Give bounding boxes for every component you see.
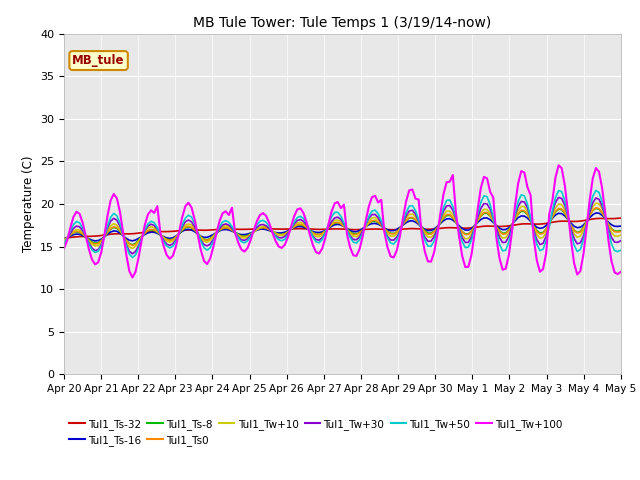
Tul1_Tw+30: [561, 203, 569, 208]
Tul1_Tw+100: [561, 182, 569, 188]
Tul1_Ts-8: [125, 240, 133, 246]
Tul1_Tw+100: [275, 243, 282, 249]
Tul1_Ts0: [558, 206, 566, 212]
Tul1_Ts-8: [60, 237, 68, 242]
Tul1_Tw+10: [70, 228, 77, 234]
Text: MB_tule: MB_tule: [72, 54, 125, 67]
Tul1_Ts-8: [179, 228, 186, 233]
Tul1_Ts-32: [70, 234, 77, 240]
Tul1_Ts-16: [92, 238, 99, 244]
Tul1_Tw+100: [125, 268, 133, 274]
Tul1_Tw+50: [70, 222, 77, 228]
Tul1_Tw+50: [605, 228, 612, 234]
Tul1_Tw+30: [70, 226, 77, 231]
Tul1_Ts-16: [592, 210, 600, 216]
Legend: Tul1_Ts-32, Tul1_Ts-16, Tul1_Ts-8, Tul1_Ts0, Tul1_Tw+10, Tul1_Tw+30, Tul1_Tw+50,: Tul1_Ts-32, Tul1_Ts-16, Tul1_Ts-8, Tul1_…: [69, 419, 563, 446]
Tul1_Tw+10: [275, 232, 282, 238]
Tul1_Tw+30: [555, 194, 563, 200]
Tul1_Tw+100: [179, 215, 186, 220]
Tul1_Ts-8: [129, 242, 136, 248]
Tul1_Ts-32: [60, 235, 68, 241]
Tul1_Ts0: [60, 237, 68, 242]
Tul1_Ts0: [125, 241, 133, 247]
Tul1_Ts-32: [598, 216, 606, 221]
Tul1_Tw+50: [617, 247, 625, 253]
Tul1_Tw+10: [617, 232, 625, 238]
Tul1_Tw+100: [617, 269, 625, 275]
Tul1_Tw+50: [60, 240, 68, 246]
Tul1_Tw+10: [129, 246, 136, 252]
Line: Tul1_Ts-16: Tul1_Ts-16: [64, 213, 621, 241]
Tul1_Ts-16: [275, 230, 282, 236]
Y-axis label: Temperature (C): Temperature (C): [22, 156, 35, 252]
Tul1_Tw+10: [125, 244, 133, 250]
Tul1_Ts-8: [70, 230, 77, 236]
Tul1_Ts-8: [617, 228, 625, 233]
Tul1_Tw+30: [275, 235, 282, 240]
Tul1_Tw+50: [558, 189, 566, 194]
Tul1_Tw+30: [617, 238, 625, 244]
Tul1_Ts0: [275, 232, 282, 238]
Tul1_Tw+50: [179, 222, 186, 228]
Tul1_Tw+100: [60, 246, 68, 252]
Tul1_Ts-32: [272, 226, 280, 232]
Tul1_Tw+30: [179, 224, 186, 230]
Line: Tul1_Tw+30: Tul1_Tw+30: [64, 197, 621, 254]
Tul1_Tw+100: [70, 215, 77, 220]
Tul1_Ts-16: [60, 236, 68, 241]
Tul1_Ts-16: [558, 211, 566, 216]
Tul1_Tw+100: [605, 237, 612, 243]
Tul1_Ts-8: [275, 231, 282, 237]
Tul1_Ts-32: [555, 218, 563, 224]
Tul1_Ts0: [179, 227, 186, 233]
Tul1_Tw+10: [60, 238, 68, 244]
Tul1_Ts0: [592, 205, 600, 211]
Tul1_Tw+50: [592, 188, 600, 193]
Line: Tul1_Ts-32: Tul1_Ts-32: [64, 218, 621, 238]
Tul1_Tw+30: [605, 225, 612, 231]
Tul1_Ts-16: [617, 223, 625, 229]
Tul1_Tw+50: [129, 255, 136, 261]
Tul1_Ts-8: [592, 205, 600, 211]
Tul1_Ts0: [129, 242, 136, 248]
Tul1_Tw+50: [125, 251, 133, 257]
Tul1_Tw+30: [60, 240, 68, 246]
Tul1_Ts0: [617, 228, 625, 234]
Tul1_Tw+10: [558, 202, 566, 207]
Line: Tul1_Tw+100: Tul1_Tw+100: [64, 165, 621, 277]
Tul1_Ts-16: [70, 232, 77, 238]
Tul1_Tw+30: [125, 248, 133, 254]
Tul1_Ts-32: [617, 215, 625, 221]
Tul1_Ts-8: [558, 207, 566, 213]
Title: MB Tule Tower: Tule Temps 1 (3/19/14-now): MB Tule Tower: Tule Temps 1 (3/19/14-now…: [193, 16, 492, 30]
Tul1_Ts-16: [605, 219, 612, 225]
Line: Tul1_Tw+50: Tul1_Tw+50: [64, 191, 621, 258]
Tul1_Tw+10: [592, 200, 600, 206]
Tul1_Ts-32: [175, 228, 183, 234]
Line: Tul1_Tw+10: Tul1_Tw+10: [64, 203, 621, 249]
Tul1_Tw+10: [179, 226, 186, 232]
Tul1_Ts-32: [125, 231, 133, 237]
Tul1_Ts-8: [605, 221, 612, 227]
Tul1_Ts0: [70, 229, 77, 235]
Tul1_Ts-16: [179, 228, 186, 234]
Tul1_Ts0: [605, 221, 612, 227]
Tul1_Tw+10: [605, 223, 612, 228]
Tul1_Tw+30: [129, 251, 136, 257]
Tul1_Tw+100: [555, 162, 563, 168]
Tul1_Ts-16: [129, 238, 136, 244]
Tul1_Tw+100: [129, 275, 136, 280]
Line: Tul1_Ts0: Tul1_Ts0: [64, 208, 621, 245]
Line: Tul1_Ts-8: Tul1_Ts-8: [64, 208, 621, 245]
Tul1_Tw+50: [275, 237, 282, 242]
